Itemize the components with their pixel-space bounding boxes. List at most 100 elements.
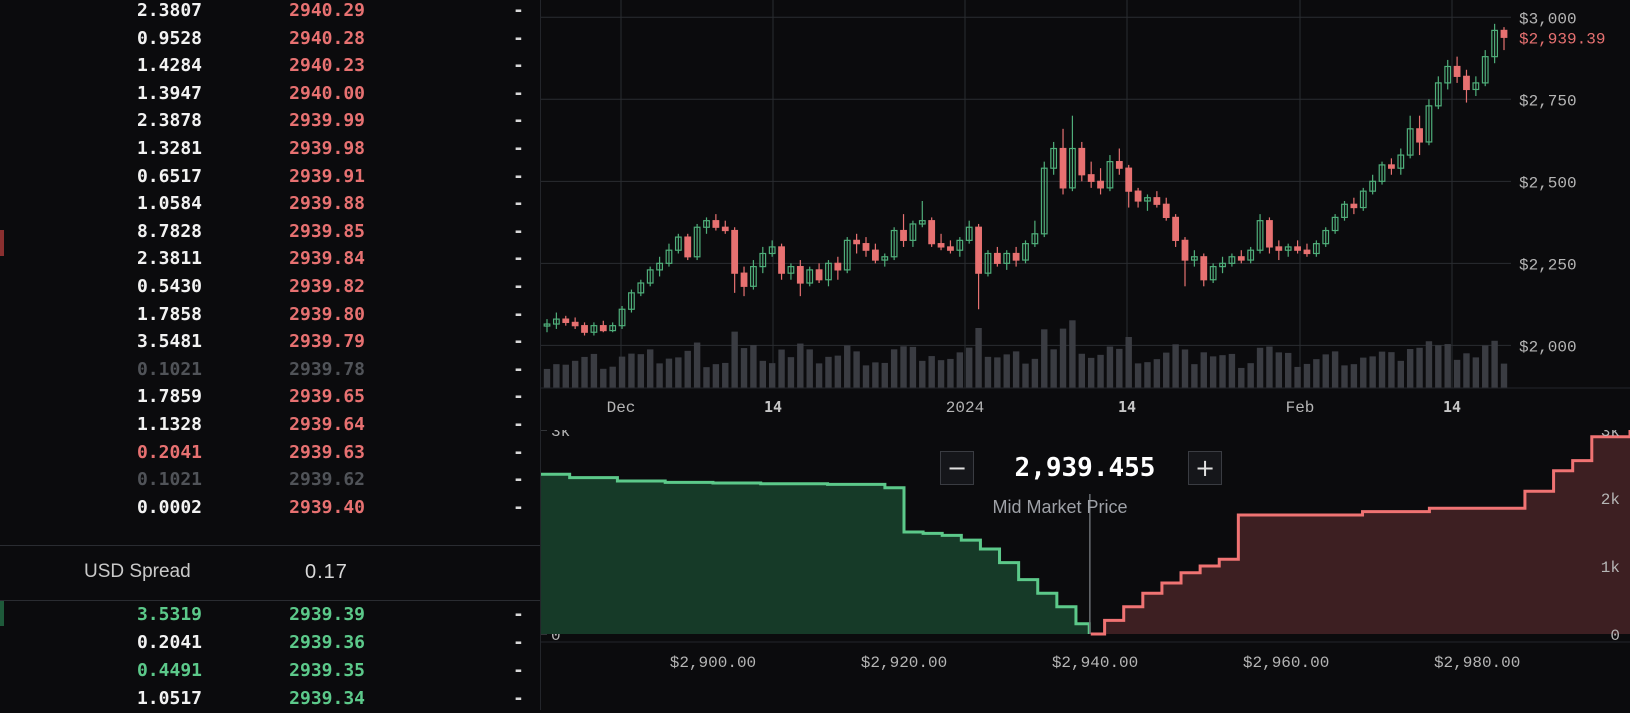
candle-body bbox=[1031, 233, 1039, 245]
volume-bar bbox=[1153, 359, 1161, 388]
candle-body bbox=[1247, 249, 1255, 261]
spread-value: 0.17 bbox=[305, 561, 348, 583]
ask-row[interactable]: 0.0002 2939.40 - bbox=[0, 493, 540, 522]
volume-bar bbox=[890, 349, 898, 388]
volume-bar bbox=[543, 368, 551, 388]
panel-divider bbox=[540, 0, 541, 710]
volume-bar bbox=[628, 353, 635, 388]
order-size: 2.3878 bbox=[136, 110, 202, 132]
ask-row[interactable]: 1.1328 2939.64 - bbox=[0, 410, 540, 439]
volume-bar bbox=[1041, 329, 1048, 388]
volume-bar bbox=[1191, 364, 1198, 388]
ask-row[interactable]: 0.6517 2939.91 - bbox=[0, 162, 540, 191]
candle-body bbox=[1303, 249, 1311, 255]
bid-row[interactable]: 1.0517 2939.34 - bbox=[0, 684, 540, 713]
volume-bar bbox=[937, 360, 945, 388]
volume-bar bbox=[1125, 337, 1132, 388]
candle-body bbox=[609, 325, 617, 332]
candle-body bbox=[1444, 65, 1452, 84]
volume-bar bbox=[1163, 352, 1170, 388]
volume-bar bbox=[1116, 348, 1123, 388]
order-size: 1.4284 bbox=[136, 55, 202, 77]
candle-body bbox=[825, 262, 832, 281]
candle-body bbox=[712, 220, 720, 228]
candle-body bbox=[1134, 190, 1142, 202]
order-size: 3.5481 bbox=[136, 331, 202, 353]
candle-body bbox=[778, 246, 785, 274]
ask-row[interactable]: 2.3811 2939.84 - bbox=[0, 244, 540, 273]
volume-bar bbox=[1397, 360, 1404, 388]
volume-bar bbox=[806, 349, 813, 388]
zoom-out-button[interactable]: − bbox=[940, 451, 974, 485]
ask-row[interactable]: 8.7828 2939.85 - bbox=[0, 217, 540, 246]
order-price: 2939.85 bbox=[289, 220, 365, 242]
volume-bar bbox=[1378, 351, 1386, 388]
ask-row[interactable]: 1.7858 2939.80 - bbox=[0, 300, 540, 329]
order-price: 2939.39 bbox=[289, 604, 365, 625]
order-size: 0.6517 bbox=[136, 165, 202, 187]
order-size: 0.5430 bbox=[136, 276, 202, 297]
depth-chart[interactable]: 3k2k1k03k2k1k0$2,900.00$2,920.00$2,940.0… bbox=[541, 430, 1630, 710]
volume-bar bbox=[1247, 363, 1254, 388]
volume-bar bbox=[1453, 359, 1461, 388]
candle-body bbox=[1097, 180, 1104, 189]
volume-bar bbox=[562, 364, 569, 388]
candle-body bbox=[918, 220, 926, 225]
volume-bar bbox=[834, 355, 842, 388]
candle-body bbox=[1312, 243, 1320, 255]
mid-market-label: Mid Market Price bbox=[992, 497, 1128, 517]
candle-body bbox=[1172, 216, 1180, 241]
volume-bar bbox=[1106, 346, 1114, 388]
depth-x-tick-label: $2,940.00 bbox=[1052, 654, 1138, 672]
bid-row[interactable]: 3.5319 2939.39 - bbox=[0, 600, 540, 629]
ask-depth-line bbox=[1090, 430, 1630, 636]
ask-row[interactable]: 2.3878 2939.99 - bbox=[0, 106, 540, 135]
order-price: 2939.98 bbox=[289, 138, 365, 159]
candle-body bbox=[571, 321, 579, 327]
ask-row[interactable]: 0.1021 2939.78 - bbox=[0, 355, 540, 384]
ask-row[interactable]: 2.3807 2940.29 - bbox=[0, 0, 540, 25]
order-size: 1.3947 bbox=[136, 82, 202, 104]
candle-body bbox=[1359, 190, 1367, 209]
order-size: 1.7858 bbox=[136, 303, 202, 325]
volume-bar bbox=[1303, 363, 1311, 388]
order-price: 2939.84 bbox=[289, 248, 365, 270]
ask-row[interactable]: 1.7859 2939.65 - bbox=[0, 382, 540, 411]
y-tick-label: $2,750 bbox=[1519, 92, 1577, 110]
volume-bar bbox=[722, 362, 729, 388]
ask-row[interactable]: 1.3281 2939.98 - bbox=[0, 134, 540, 163]
volume-bar bbox=[872, 362, 879, 388]
volume-bar bbox=[1350, 364, 1358, 388]
ask-row[interactable]: 0.2041 2939.63 - bbox=[0, 438, 540, 467]
depth-y-tick-left: 3k bbox=[551, 430, 570, 441]
ask-row[interactable]: 3.5481 2939.79 - bbox=[0, 327, 540, 356]
candle-body bbox=[628, 292, 635, 310]
ask-row[interactable]: 0.9528 2940.28 - bbox=[0, 24, 540, 53]
order-total: - bbox=[513, 660, 524, 681]
order-price: 2939.64 bbox=[289, 414, 365, 435]
zoom-in-button[interactable]: + bbox=[1188, 451, 1222, 485]
order-total: - bbox=[513, 441, 524, 463]
ask-row[interactable]: 1.0584 2939.88 - bbox=[0, 189, 540, 218]
ask-row[interactable]: 1.4284 2940.23 - bbox=[0, 51, 540, 80]
candle-body bbox=[1481, 56, 1489, 84]
bid-row[interactable]: 0.4491 2939.35 - bbox=[0, 656, 540, 685]
order-price: 2939.82 bbox=[289, 276, 365, 297]
depth-y-tick-right: 2k bbox=[1601, 491, 1620, 509]
candle-body bbox=[1341, 203, 1348, 219]
order-total: - bbox=[513, 193, 524, 215]
price-chart[interactable]: $3,000 $2,750 $2,500 $2,250 $2,000 Dec 14 2024 1… bbox=[541, 0, 1630, 430]
ask-row[interactable]: 1.3947 2940.00 - bbox=[0, 79, 540, 108]
order-total: - bbox=[513, 386, 524, 408]
order-size: 1.0584 bbox=[136, 193, 202, 215]
ask-row[interactable]: 0.5430 2939.82 - bbox=[0, 272, 540, 301]
bid-row[interactable]: 0.2041 2939.36 - bbox=[0, 628, 540, 657]
y-tick-label: $2,250 bbox=[1519, 256, 1577, 274]
order-price: 2940.00 bbox=[289, 82, 365, 104]
candle-body bbox=[796, 266, 804, 284]
candle-body bbox=[1219, 262, 1226, 268]
spread-label: USD Spread bbox=[84, 561, 191, 582]
volume-bar bbox=[1294, 366, 1301, 388]
candle-body bbox=[947, 246, 954, 251]
ask-row[interactable]: 0.1021 2939.62 - bbox=[0, 465, 540, 494]
